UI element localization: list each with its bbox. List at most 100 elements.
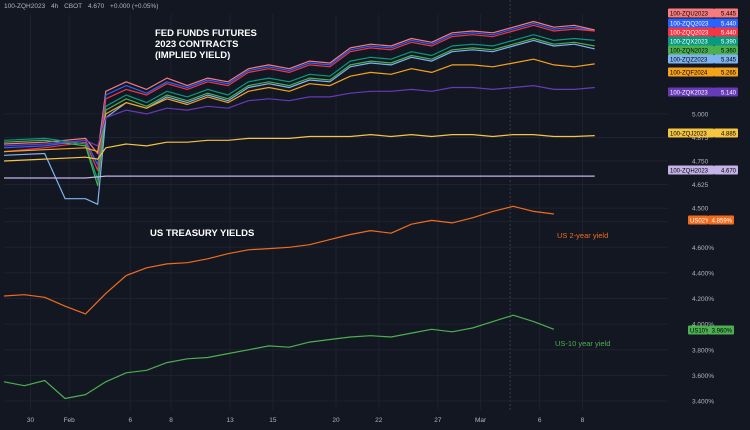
legend-badge-name: 100-ZQZ2023 — [670, 57, 708, 63]
legend-badge-value-bg — [714, 165, 738, 175]
price-tag-value: 4.859% — [712, 218, 733, 224]
legend-badge-name-bg — [668, 128, 714, 138]
series-line[interactable] — [3, 134, 595, 162]
y-tick-label: 4.875 — [692, 135, 709, 142]
y-tick-label: 4.625 — [692, 182, 709, 189]
legend-badge-name: 100-ZQQ2023 — [670, 30, 709, 36]
series-line[interactable] — [3, 20, 595, 155]
chart-title: (IMPLIED YIELD) — [155, 50, 230, 61]
x-tick-label: 8 — [581, 417, 585, 424]
legend-badge-value-bg — [714, 36, 738, 46]
change-label: +0.000 (+0.05%) — [110, 3, 159, 10]
exchange-label: CBOT — [64, 3, 83, 10]
x-tick-label: 30 — [27, 417, 35, 424]
price-tag-symbol: US02Y — [690, 218, 709, 224]
legend-badge[interactable]: 100-ZQU2023 5.445 — [668, 8, 738, 18]
legend-badge-name: 100-ZQF2024 — [670, 70, 708, 76]
legend-badge[interactable]: 100-ZQQ2023 5.440 — [668, 27, 738, 37]
series-line[interactable] — [3, 24, 595, 171]
legend-badge[interactable]: 100-ZQN2023 5.360 — [668, 45, 738, 55]
legend-badge-value-bg — [714, 18, 738, 28]
y-tick-label: 3.400% — [692, 399, 714, 406]
y-tick-label: 4.000% — [692, 322, 714, 329]
legend-badge-value-bg — [714, 87, 738, 97]
price-tag-value: 3.960% — [712, 328, 733, 334]
legend-badge-name-bg — [668, 18, 714, 28]
legend-badge-value-bg — [714, 67, 738, 77]
series-line[interactable] — [3, 34, 595, 181]
legend-badge[interactable]: 100-ZQJ2023 4.885 — [668, 128, 738, 138]
legend-badge-name-bg — [668, 8, 714, 18]
legend-badge-name-bg — [668, 87, 714, 97]
legend-badge-name: 100-ZQQ2023 — [670, 21, 709, 27]
series-line[interactable] — [3, 314, 555, 400]
y-tick-label: 4.500 — [692, 206, 709, 213]
price-tag-value-bg — [708, 325, 734, 335]
price-tag-value-bg — [708, 215, 734, 225]
legend-badge-value: 4.885 — [721, 131, 737, 137]
legend-badge-value: 4.670 — [721, 168, 737, 174]
series-line[interactable] — [3, 37, 595, 187]
x-tick-label: 6 — [128, 417, 132, 424]
legend-badge-value-bg — [714, 128, 738, 138]
x-tick-label: 8 — [169, 417, 173, 424]
legend-badge-value-bg — [714, 8, 738, 18]
series-line[interactable] — [3, 85, 595, 147]
series-annotation: US-10 year yield — [555, 339, 610, 348]
price-tag-symbol: US10Y — [690, 328, 709, 334]
series-line[interactable] — [3, 39, 595, 205]
y-tick-label: 5.000 — [692, 111, 709, 118]
legend-badge-value-bg — [714, 45, 738, 55]
series-line[interactable] — [3, 22, 595, 166]
legend-badge[interactable]: 100-ZQZ2023 5.345 — [668, 54, 738, 64]
legend-badge[interactable]: 100-ZQX2023 5.390 — [668, 36, 738, 46]
legend-badge[interactable]: 100-ZQF2024 5.265 — [668, 67, 738, 77]
y-tick-label: 4.600% — [692, 245, 714, 252]
series-line[interactable] — [3, 58, 595, 153]
legend-badge-value: 5.440 — [721, 30, 737, 36]
y-tick-label: 4.400% — [692, 270, 714, 277]
legend-badge-name: 100-ZQX2023 — [670, 39, 708, 45]
y-tick-label: 4.200% — [692, 296, 714, 303]
legend-badge-name-bg — [668, 67, 714, 77]
legend-badge-name-bg — [668, 45, 714, 55]
legend-badge[interactable]: 100-ZQH2023 4.670 — [668, 165, 738, 175]
price-tag-symbol-bg — [688, 215, 708, 225]
x-tick-label: 22 — [375, 417, 383, 424]
legend-badge-value-bg — [714, 27, 738, 37]
legend-badge-value: 5.445 — [721, 11, 737, 17]
legend-badge-value: 5.265 — [721, 70, 737, 76]
legend-badge-value: 5.390 — [721, 39, 737, 45]
interval-label[interactable]: 4h — [51, 3, 59, 10]
legend-badge-value: 5.140 — [721, 90, 737, 96]
chart-header: 100-ZQH2023 4h CBOT 4.670 +0.000 (+0.05%… — [4, 3, 162, 10]
x-tick-label: Mar — [475, 417, 487, 424]
chart-title: US TREASURY YIELDS — [150, 228, 254, 239]
legend-badge-value: 5.440 — [721, 21, 737, 27]
legend-badge-value-bg — [714, 54, 738, 64]
x-tick-label: Feb — [64, 417, 76, 424]
legend-badge-name-bg — [668, 54, 714, 64]
price-label: 4.670 — [87, 3, 105, 10]
x-tick-label: 13 — [226, 417, 234, 424]
legend-badge[interactable]: 100-ZQK2023 5.140 — [668, 87, 738, 97]
price-tag[interactable]: US02Y 4.859% — [688, 215, 734, 225]
legend-badge-value: 5.360 — [721, 48, 737, 54]
y-tick-label: 3.800% — [692, 347, 714, 354]
legend-badge[interactable]: 100-ZQQ2023 5.440 — [668, 18, 738, 28]
series-line[interactable] — [4, 175, 595, 179]
series-annotation: US 2-year yield — [557, 231, 608, 240]
chart-title: 2023 CONTRACTS — [155, 39, 238, 50]
legend-badge-name: 100-ZQU2023 — [670, 11, 709, 17]
legend-badge-name: 100-ZQN2023 — [670, 48, 709, 54]
legend-badge-name-bg — [668, 36, 714, 46]
price-tag[interactable]: US10Y 3.960% — [688, 325, 734, 335]
chart-title: FED FUNDS FUTURES — [155, 28, 257, 39]
x-tick-label: 15 — [269, 417, 277, 424]
x-tick-label: 20 — [332, 417, 340, 424]
symbol-label[interactable]: 100-ZQH2023 — [4, 3, 46, 10]
y-tick-label: 3.600% — [692, 373, 714, 380]
legend-badge-name: 100-ZQH2023 — [670, 168, 709, 174]
series-line[interactable] — [3, 205, 554, 315]
